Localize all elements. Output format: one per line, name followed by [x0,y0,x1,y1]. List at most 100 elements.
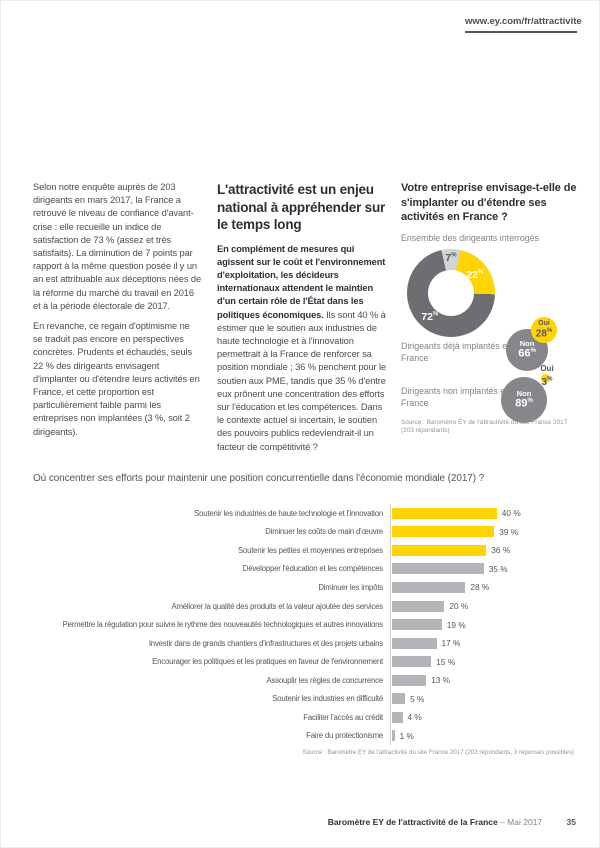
footer-doc-title: Baromètre EY de l'attractivité de la Fra… [327,817,498,827]
bar-track: 20 % [390,596,469,616]
survey-source: Source : Baromètre EY de l'attractivité … [401,419,568,435]
bar-track: 1 % [390,726,414,746]
non-value: 66% [518,348,536,361]
bar-category-label: Diminuer les impôts [318,582,383,592]
bar-category-label: Soutenir les industries en difficulté [272,694,383,704]
bar-category-label: Diminuer les coûts de main d'œuvre [265,527,383,537]
oui-value: 3% [541,377,553,389]
bar-track: 36 % [390,541,510,560]
bar [392,637,437,649]
bar-track: 13 % [390,670,451,690]
bar-track: 39 % [390,522,519,542]
bar-chart-rows: Soutenir les industries de haute technol… [33,504,583,746]
footer-page-number: 35 [566,817,576,827]
stat-not-implanted-label: Dirigeants non implantés en France [401,386,511,408]
donut-slice-label: 7% [445,252,457,264]
percent-sign: % [527,398,533,405]
bar-value: 1 % [399,730,414,741]
bar-value: 15 % [436,656,456,667]
bar [392,730,395,742]
bar-value: 17 % [441,638,461,649]
bar-category-label: Faciliter l'accès au crédit [303,712,383,722]
bar [392,711,403,723]
bar-category-label: Permettre la régulation pour suivre le r… [62,620,384,630]
donut-slice-label: 22% [466,268,484,281]
page-footer: Baromètre EY de l'attractivité de la Fra… [328,817,576,827]
donut-slice-label: 72% [421,311,439,323]
donut-hole [428,270,474,316]
bar-row: Faire du protectionisme 1 % [33,726,583,746]
non-label: Non [516,388,532,398]
bar-track: 35 % [390,559,508,579]
stat-implanted-non-circle: Non 66% [506,329,548,371]
bar-row: Assouplir les règles de concurrence 13 % [33,670,583,690]
percent-sign: % [530,348,536,355]
bar-value: 13 % [431,675,451,686]
intro-paragraph-1: Selon notre enquête auprès de 203 dirige… [33,182,202,311]
header-url-underline [465,31,577,33]
survey-subtitle: Ensemble des dirigeants interrogés [401,232,539,243]
stat-not-implanted-oui: Oui 3% [531,364,563,390]
bar [392,507,497,519]
donut-chart: 7% 22% 72% [407,249,495,337]
bar-value: 5 % [410,693,425,704]
bar-category-label: Assouplir les règles de concurrence [266,675,383,685]
bar-track: 17 % [390,633,461,653]
bar-category-label: Améliorer la qualité des produits et la … [171,601,383,611]
bar-value: 39 % [499,526,519,537]
header-url-block: www.ey.com/fr/attractivite [465,16,582,33]
bar-category-label: Soutenir les petites et moyennes entrepr… [237,545,383,555]
bar-chart-title: Où concentrer ses efforts pour maintenir… [33,473,485,484]
stat-implanted-oui-badge: Oui 28% [531,317,557,343]
survey-question: Votre entreprise envisage-t-elle de s'im… [401,182,577,223]
article-lead: En complément de mesures qui agissent su… [217,243,386,320]
article-body-rest: Ils sont 40 % à estimer que le soutien a… [217,309,387,452]
bar-row: Soutenir les industries de haute technol… [33,504,583,523]
non-label: Non [519,338,535,348]
bar-value: 35 % [488,563,508,574]
bar-category-label: Soutenir les industries de haute technol… [194,508,383,518]
bar [392,656,432,668]
percent-sign: % [546,328,553,335]
bar-value: 36 % [491,545,511,556]
bar [392,544,487,556]
footer-doc-date: – Mai 2017 [497,817,543,827]
bar-row: Diminuer les coûts de main d'œuvre 39 % [33,522,583,542]
bar-track: 5 % [390,689,425,709]
bar-row: Faciliter l'accès au crédit 4 % [33,708,583,727]
bar-category-label: Encourager les politiques et les pratiqu… [152,657,383,667]
bar-track: 4 % [390,708,422,727]
bar [392,563,484,575]
bar-row: Permettre la régulation pour suivre le r… [33,615,583,634]
article-body: En complément de mesures qui agissent su… [217,243,389,454]
header-url-link[interactable]: www.ey.com/fr/attractivite [465,16,582,27]
percent-sign: % [547,377,553,384]
bar-row: Améliorer la qualité des produits et la … [33,596,583,616]
bar [392,600,445,612]
bar-track: 15 % [390,652,455,671]
bar-value: 28 % [470,582,490,593]
stat-implanted-label: Dirigeants déjà implantés en France [401,341,513,363]
bar-row: Développer l'éducation et les compétence… [33,559,583,579]
bar [392,619,442,631]
article-column: L'attractivité est un enjeu national à a… [217,181,389,461]
bar-chart-source: Source : Baromètre EY de l'attractivité … [302,749,574,756]
bar [392,674,427,686]
oui-label: Oui [540,364,554,373]
bar-track: 19 % [390,615,466,634]
bar-row: Encourager les politiques et les pratiqu… [33,652,583,671]
bar-category-label: Développer l'éducation et les compétence… [242,564,383,574]
bar [392,581,466,593]
bar-value: 40 % [501,508,521,519]
oui-dot-icon [541,374,550,383]
stat-not-implanted-non-circle: Non 89% [501,377,547,423]
bar-value: 19 % [446,619,466,630]
bar-value: 4 % [407,712,422,723]
bar-row: Investir dans de grands chantiers d'infr… [33,633,583,653]
bar-category-label: Investir dans de grands chantiers d'infr… [148,638,383,648]
intro-paragraph-2: En revanche, ce regain d'optimisme ne se… [33,321,200,437]
bar-track: 28 % [390,578,489,597]
bar-value: 20 % [449,601,469,611]
oui-value: 28% [535,328,553,340]
bar-track: 40 % [390,504,521,523]
